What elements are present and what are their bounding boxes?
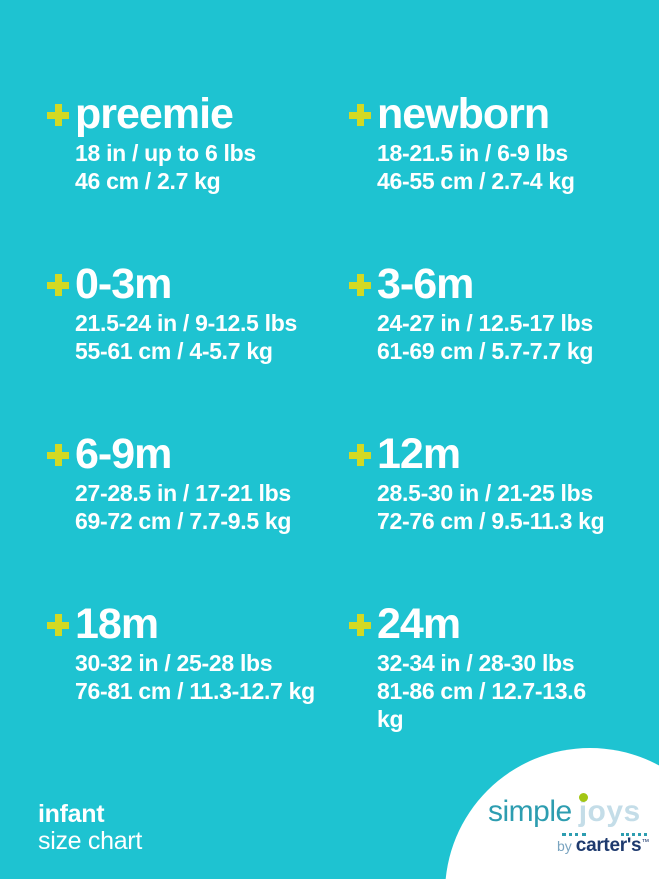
size-range-metric: 72-76 cm / 9.5-11.3 kg [377, 508, 605, 534]
plus-icon [349, 444, 371, 466]
chart-subtitle: size chart [38, 827, 142, 855]
size-range-imperial: 18-21.5 in / 6-9 lbs [377, 140, 568, 166]
size-range-imperial: 21.5-24 in / 9-12.5 lbs [75, 310, 297, 336]
chart-title: infant [38, 800, 105, 828]
size-card-3-6m: 3-6m 24-27 in / 12.5-17 lbs 61-69 cm / 5… [349, 262, 611, 432]
logo-brand-name: carter's [575, 835, 642, 856]
size-card-6-9m: 6-9m 27-28.5 in / 17-21 lbs 69-72 cm / 7… [47, 432, 349, 602]
plus-icon [349, 104, 371, 126]
plus-icon [47, 274, 69, 296]
brand-circle: simple joys by carter's™ [445, 748, 659, 879]
size-label: 6-9m [75, 430, 172, 478]
size-info: 24m 32-34 in / 28-30 lbs 81-86 cm / 12.7… [377, 602, 611, 733]
plus-icon [349, 274, 371, 296]
size-range-imperial: 18 in / up to 6 lbs [75, 140, 256, 166]
logo-word-simple: simple [488, 795, 572, 828]
size-card-preemie: preemie 18 in / up to 6 lbs 46 cm / 2.7 … [47, 92, 349, 262]
logo-dotted-underline-right [621, 833, 647, 836]
brand-logo: simple joys [488, 793, 641, 829]
size-card-12m: 12m 28.5-30 in / 21-25 lbs 72-76 cm / 9.… [349, 432, 611, 602]
size-range-metric: 46-55 cm / 2.7-4 kg [377, 168, 575, 194]
size-label: 24m [377, 600, 461, 648]
plus-icon [47, 104, 69, 126]
logo-word-joys: joys [578, 793, 641, 828]
chart-title-block: infant size chart [38, 801, 142, 855]
size-range-metric: 61-69 cm / 5.7-7.7 kg [377, 338, 594, 364]
size-info: 6-9m 27-28.5 in / 17-21 lbs 69-72 cm / 7… [75, 432, 291, 535]
size-label: 18m [75, 600, 159, 648]
size-range-imperial: 28.5-30 in / 21-25 lbs [377, 480, 593, 506]
plus-icon [349, 614, 371, 636]
size-label: newborn [377, 90, 550, 138]
size-range-imperial: 32-34 in / 28-30 lbs [377, 650, 575, 676]
size-info: 18m 30-32 in / 25-28 lbs 76-81 cm / 11.3… [75, 602, 315, 705]
size-card-newborn: newborn 18-21.5 in / 6-9 lbs 46-55 cm / … [349, 92, 611, 262]
trademark-symbol: ™ [641, 837, 650, 847]
size-cards-grid: preemie 18 in / up to 6 lbs 46 cm / 2.7 … [47, 92, 611, 772]
logo-dotted-underline-left [562, 833, 586, 836]
size-range-imperial: 30-32 in / 25-28 lbs [75, 650, 273, 676]
joys-green-dot-icon [578, 793, 588, 802]
plus-icon [47, 444, 69, 466]
size-range-metric: 81-86 cm / 12.7-13.6 kg [377, 678, 586, 732]
size-info: 12m 28.5-30 in / 21-25 lbs 72-76 cm / 9.… [377, 430, 605, 535]
size-label: 0-3m [75, 260, 172, 308]
size-label: 3-6m [377, 260, 474, 308]
size-range-metric: 55-61 cm / 4-5.7 kg [75, 338, 273, 364]
size-info: 0-3m 21.5-24 in / 9-12.5 lbs 55-61 cm / … [75, 262, 297, 365]
size-info: newborn 18-21.5 in / 6-9 lbs 46-55 cm / … [377, 92, 575, 195]
size-info: preemie 18 in / up to 6 lbs 46 cm / 2.7 … [75, 92, 256, 195]
size-card-24m: 24m 32-34 in / 28-30 lbs 81-86 cm / 12.7… [349, 602, 611, 772]
logo-by-text: by [557, 838, 572, 854]
brand-byline: by carter's™ [557, 835, 649, 857]
size-range-metric: 76-81 cm / 11.3-12.7 kg [75, 678, 315, 704]
size-info: 3-6m 24-27 in / 12.5-17 lbs 61-69 cm / 5… [377, 262, 593, 365]
size-label: preemie [75, 90, 234, 138]
size-range-metric: 46 cm / 2.7 kg [75, 168, 221, 194]
size-label: 12m [377, 430, 461, 478]
plus-icon [47, 614, 69, 636]
size-range-imperial: 24-27 in / 12.5-17 lbs [377, 310, 593, 336]
size-card-0-3m: 0-3m 21.5-24 in / 9-12.5 lbs 55-61 cm / … [47, 262, 349, 432]
size-card-18m: 18m 30-32 in / 25-28 lbs 76-81 cm / 11.3… [47, 602, 349, 772]
size-range-imperial: 27-28.5 in / 17-21 lbs [75, 480, 291, 506]
size-range-metric: 69-72 cm / 7.7-9.5 kg [75, 508, 292, 534]
